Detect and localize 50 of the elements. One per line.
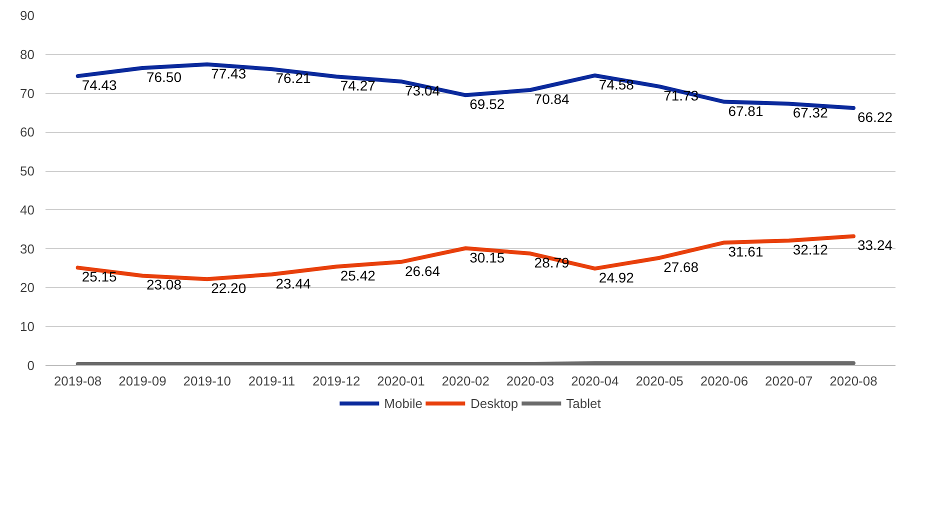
data-label: 25.15 (82, 268, 118, 285)
legend-label: Mobile (384, 396, 422, 410)
legend-label: Tablet (566, 396, 601, 410)
data-label: 25.42 (340, 268, 376, 284)
data-label: 76.50 (146, 69, 182, 85)
x-tick-label: 2020-07 (764, 374, 813, 388)
data-label: 30.15 (470, 249, 505, 266)
x-tick-label: 2020-08 (830, 374, 878, 388)
legend-label: Desktop (470, 396, 518, 410)
x-tick-label: 2020-04 (571, 374, 619, 388)
data-label: 73.04 (405, 82, 440, 98)
x-tick-label: 2020-03 (506, 374, 554, 388)
x-tick-label: 2020-01 (377, 374, 425, 388)
x-tick-label: 2019-11 (248, 374, 296, 388)
y-tick-label: 30 (20, 241, 35, 256)
data-label: 22.20 (211, 280, 246, 296)
y-tick-label: 10 (20, 319, 35, 334)
data-label: 67.81 (728, 102, 764, 119)
data-label: 66.22 (857, 108, 893, 125)
x-tick-label: 2020-02 (442, 374, 490, 388)
data-label: 76.21 (276, 70, 311, 86)
data-label: 77.43 (211, 65, 246, 82)
x-tick-label: 2019-10 (183, 374, 231, 388)
x-tick-label: 2020-05 (636, 374, 684, 388)
data-label: 24.92 (598, 270, 634, 286)
x-tick-label: 2019-09 (118, 374, 166, 388)
data-label: 33.24 (857, 237, 893, 254)
y-tick-label: 50 (20, 164, 35, 179)
y-tick-label: 70 (20, 86, 35, 101)
y-tick-label: 60 (20, 124, 35, 140)
data-label: 74.43 (82, 77, 118, 94)
data-label: 74.58 (598, 76, 634, 92)
data-label: 23.08 (146, 276, 182, 293)
data-label: 26.64 (405, 262, 440, 279)
data-label: 67.32 (792, 104, 828, 121)
data-label: 69.52 (470, 96, 505, 112)
data-label: 74.27 (340, 78, 376, 94)
x-tick-label: 2019-08 (54, 374, 102, 388)
y-tick-label: 20 (20, 280, 35, 296)
data-label: 27.68 (664, 258, 699, 275)
data-label: 23.44 (276, 275, 311, 292)
y-tick-label: 90 (20, 8, 35, 23)
y-tick-label: 0 (27, 358, 35, 373)
x-tick-label: 2020-06 (700, 374, 748, 388)
y-tick-label: 80 (20, 46, 35, 62)
data-label: 70.84 (534, 91, 570, 108)
data-label: 31.61 (728, 244, 764, 260)
y-tick-label: 40 (20, 202, 35, 218)
data-label: 32.12 (792, 242, 828, 258)
x-tick-label: 2019-12 (312, 374, 360, 388)
